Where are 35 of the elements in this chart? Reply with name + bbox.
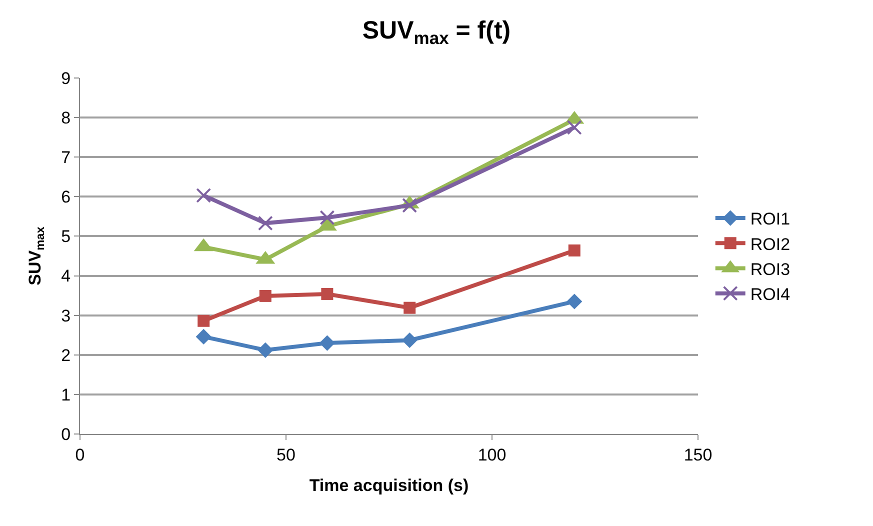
y-tick-label: 8 [61,108,71,128]
x-tick-label: 50 [276,445,296,464]
point [196,188,212,203]
point [258,216,273,231]
point [404,302,416,314]
point [196,328,212,344]
point [568,244,580,256]
x-tick-label: 0 [75,445,85,464]
y-tick-label: 4 [61,266,71,286]
legend-label: ROI1 [750,210,790,229]
x-tick-label: 150 [684,445,712,464]
y-tick-label: 2 [61,346,71,365]
point [402,198,418,213]
point [320,210,335,226]
y-tick-label: 6 [61,188,71,207]
y-tick-label: 5 [61,227,71,246]
x-tick-label: 100 [478,445,506,464]
point [402,332,418,348]
legend-label: ROI2 [750,234,790,254]
point [258,342,274,358]
y-tick-label: 9 [61,68,71,88]
legend-label: ROI3 [750,260,790,279]
y-tick-label: 7 [61,148,71,168]
point [259,290,272,302]
point [319,335,335,351]
y-tick-label: 1 [61,385,71,404]
point [321,288,334,300]
x-axis-title: Time acquisition (s) [309,476,469,495]
point [566,120,582,135]
y-tick-label: 0 [61,424,71,444]
legend-label: ROI4 [750,284,790,304]
y-tick-label: 3 [61,306,71,326]
chart-title: SUV$_{max}$ = f(t) [362,16,511,48]
point [566,294,582,310]
point [198,314,210,327]
